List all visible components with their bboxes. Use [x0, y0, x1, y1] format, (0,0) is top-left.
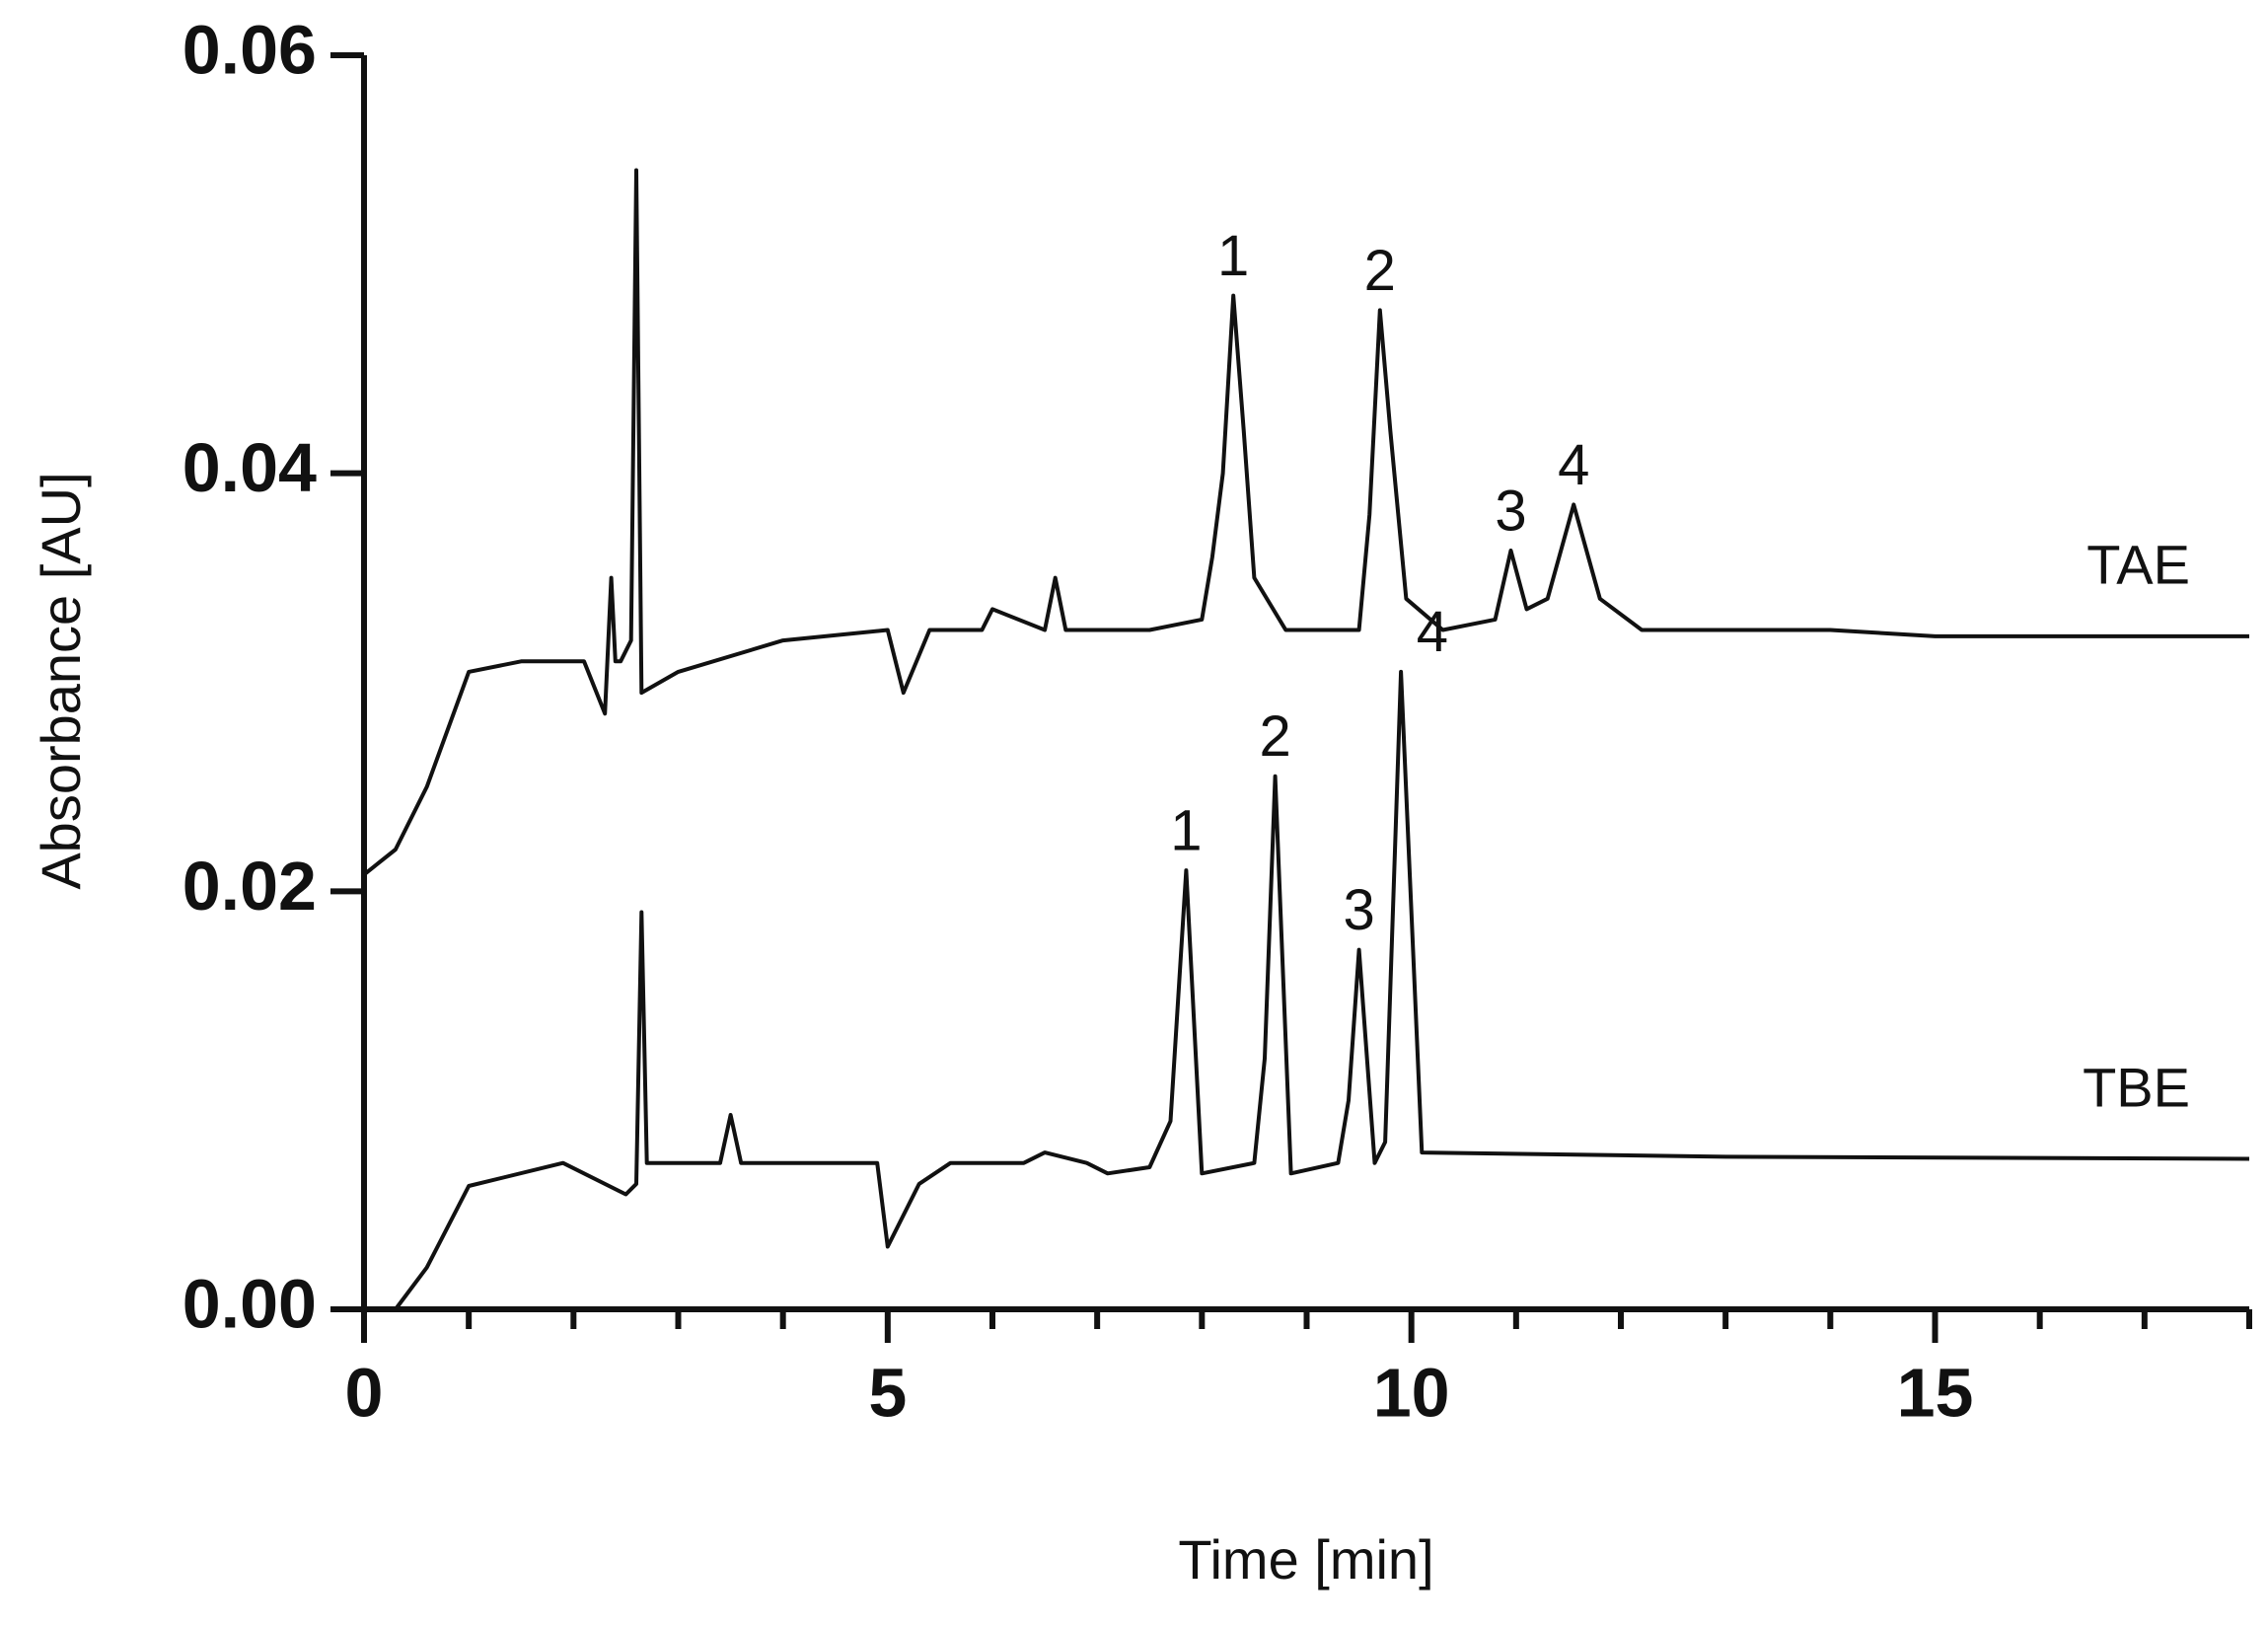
- y-axis-label: Absorbance [AU]: [30, 472, 92, 889]
- y-tick-label: 0.02: [183, 848, 317, 925]
- y-tick-label: 0.06: [183, 11, 317, 88]
- x-tick-label: 5: [868, 1354, 907, 1431]
- peak-label: 3: [1343, 878, 1374, 942]
- peak-label: 1: [1170, 798, 1202, 862]
- x-tick-label: 0: [345, 1354, 384, 1431]
- series-line: [362, 168, 2249, 876]
- peak-label: 3: [1495, 479, 1526, 543]
- peak-label: 2: [1260, 704, 1291, 769]
- series-label: TAE: [2086, 534, 2190, 596]
- peak-label: 2: [1364, 239, 1396, 303]
- peak-label: 4: [1558, 433, 1589, 497]
- peak-label: 4: [1417, 600, 1448, 664]
- x-tick-label: 15: [1897, 1354, 1974, 1431]
- series-line: [394, 669, 2250, 1311]
- x-tick-label: 10: [1373, 1354, 1450, 1431]
- peak-label: 1: [1217, 224, 1249, 288]
- x-axis-label: Time [min]: [1178, 1528, 1433, 1591]
- y-tick-label: 0.04: [183, 429, 317, 506]
- y-tick-label: 0.00: [183, 1265, 317, 1342]
- series-label: TBE: [2083, 1056, 2190, 1118]
